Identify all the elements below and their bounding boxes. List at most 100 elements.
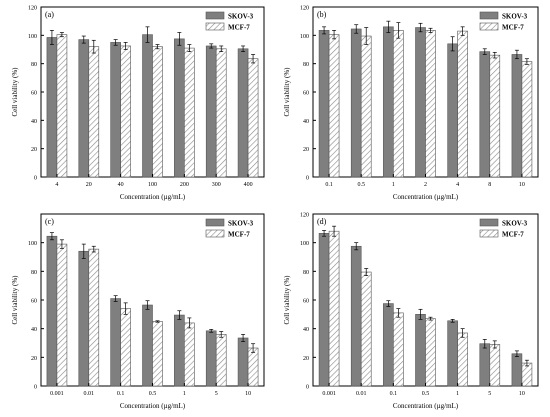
x-tick-label: 0.5: [149, 391, 157, 397]
bar-mcf7: [489, 54, 501, 178]
bar-mcf7: [360, 271, 372, 387]
bar-skov3: [174, 314, 185, 387]
y-tick-label: 80: [303, 62, 309, 68]
x-tick-label: 1: [392, 182, 395, 188]
bar-skov3: [205, 45, 217, 178]
bar-skov3: [174, 38, 185, 178]
bar-skov3: [110, 298, 121, 387]
bar-mcf7: [120, 45, 131, 178]
bar-mcf7: [120, 308, 131, 387]
x-axis-title: Concentration (µg/mL): [393, 193, 459, 201]
bar-mcf7: [489, 344, 501, 387]
y-axis-title: Cell viability (%): [11, 67, 19, 117]
legend-label-skov3: SKOV-3: [502, 13, 528, 21]
x-tick-label: 0.001: [322, 391, 336, 397]
x-tick-label: 300: [212, 182, 221, 188]
x-tick-label: 10: [519, 391, 525, 397]
bar-skov3: [142, 304, 153, 387]
bar-skov3: [350, 28, 362, 178]
x-tick-label: 0.001: [50, 391, 64, 397]
legend-label-mcf7: MCF-7: [228, 24, 250, 32]
y-tick-label: 40: [303, 119, 309, 125]
y-tick-label: 80: [31, 270, 37, 276]
bar-skov3: [318, 30, 330, 178]
bar-mcf7: [215, 334, 227, 387]
bar-skov3: [142, 34, 153, 178]
bar-skov3: [383, 303, 394, 387]
bar-skov3: [383, 26, 394, 178]
chart-panel-1: 0 20 40 60 80 100 120 4 20 40 100 200 300 400 (a) Conce…: [11, 6, 265, 201]
chart-panel-2: 0 20 40 60 80 100 120 0.1 0.5 1 2 4 8 10 (b) Concentrat…: [283, 6, 539, 201]
x-tick-label: 100: [148, 182, 157, 188]
y-tick-label: 100: [28, 34, 37, 40]
bar-skov3: [78, 250, 90, 387]
x-tick-label: 400: [244, 182, 253, 188]
x-tick-label: 4: [456, 182, 459, 188]
legend-label-skov3: SKOV-3: [228, 13, 254, 21]
y-axis-title: Cell viability (%): [283, 67, 291, 117]
bar-mcf7: [215, 48, 227, 178]
x-tick-label: 10: [245, 391, 251, 397]
legend-swatch-skov3: [205, 218, 225, 227]
x-axis-title: Concentration (µg/mL): [120, 193, 186, 201]
x-axis-title: Concentration (µg/mL): [393, 402, 459, 410]
y-tick-label: 0: [306, 385, 309, 391]
y-tick-label: 0: [34, 385, 37, 391]
bar-mcf7: [521, 362, 533, 387]
legend-swatch-skov3: [205, 11, 225, 20]
bar-mcf7: [152, 321, 163, 387]
y-tick-label: 120: [28, 6, 37, 12]
x-tick-label: 5: [488, 391, 491, 397]
y-axis-title: Cell viability (%): [11, 275, 19, 325]
legend-swatch-mcf7: [205, 229, 225, 238]
x-tick-label: 20: [86, 182, 92, 188]
bar-mcf7: [457, 30, 468, 178]
y-tick-label: 100: [28, 241, 37, 247]
legend-swatch-mcf7: [479, 22, 499, 31]
y-tick-label: 60: [303, 299, 309, 305]
x-tick-label: 0.1: [117, 391, 125, 397]
y-tick-label: 0: [306, 176, 309, 182]
x-tick-label: 0.1: [325, 182, 333, 188]
bar-skov3: [511, 353, 523, 387]
bar-mcf7: [56, 34, 68, 178]
panel-label: (b): [317, 10, 327, 19]
y-tick-label: 20: [31, 356, 37, 362]
x-tick-label: 40: [118, 182, 124, 188]
y-tick-label: 40: [303, 327, 309, 333]
bar-mcf7: [328, 34, 340, 178]
legend-swatch-skov3: [479, 218, 499, 227]
legend-label-mcf7: MCF-7: [228, 231, 250, 239]
bar-skov3: [447, 43, 458, 178]
legend-label-mcf7: MCF-7: [502, 231, 524, 239]
y-tick-label: 20: [303, 356, 309, 362]
bar-skov3: [46, 235, 58, 387]
bar-mcf7: [88, 46, 100, 178]
x-tick-label: 1: [456, 391, 459, 397]
bar-mcf7: [247, 58, 259, 178]
y-tick-label: 20: [303, 147, 309, 153]
y-tick-label: 100: [300, 34, 309, 40]
y-tick-label: 60: [31, 299, 37, 305]
bar-mcf7: [393, 30, 404, 178]
x-tick-label: 0.01: [84, 391, 95, 397]
x-axis-title: Concentration (µg/mL): [120, 402, 186, 410]
legend-label-skov3: SKOV-3: [228, 220, 254, 228]
chart-panel-4: 0 20 40 60 80 100 120 0.001 0.01 0.1 0.5 1 5 10 (d) Con…: [283, 213, 539, 410]
x-tick-label: 200: [180, 182, 189, 188]
bar-mcf7: [425, 30, 436, 178]
legend-label-skov3: SKOV-3: [502, 220, 528, 228]
x-tick-label: 2: [424, 182, 427, 188]
y-tick-label: 100: [300, 241, 309, 247]
bar-mcf7: [56, 243, 68, 387]
bar-mcf7: [88, 248, 100, 387]
y-axis-title: Cell viability (%): [283, 275, 291, 325]
bar-mcf7: [457, 332, 468, 387]
bar-mcf7: [393, 312, 404, 387]
legend-swatch-mcf7: [479, 229, 499, 238]
bar-skov3: [205, 330, 217, 387]
bar-mcf7: [521, 61, 533, 178]
bar-skov3: [415, 27, 426, 178]
x-tick-label: 4: [55, 182, 58, 188]
